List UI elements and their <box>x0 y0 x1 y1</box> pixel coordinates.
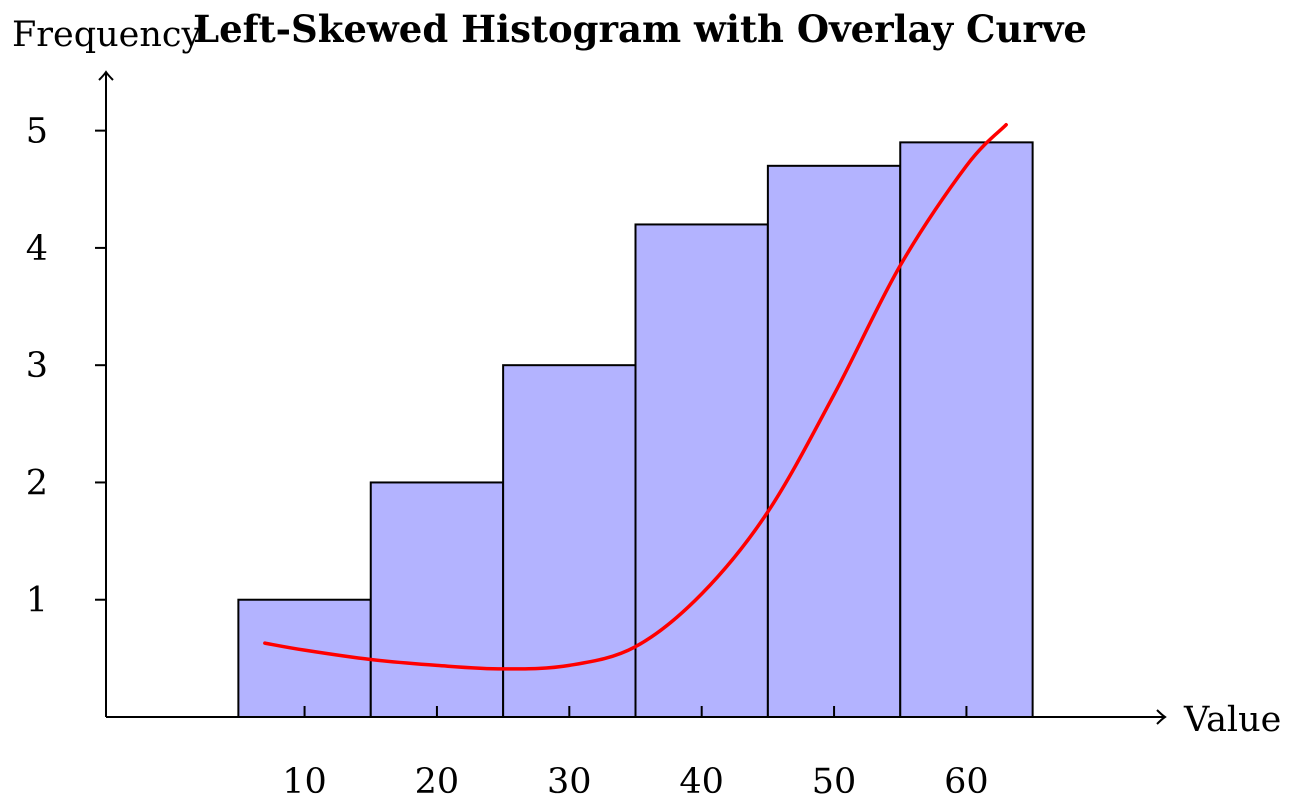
x-axis-label: Value <box>1183 700 1281 740</box>
chart-title: Left-Skewed Histogram with Overlay Curve <box>193 7 1087 51</box>
ticks-layer: 10 20 30 40 50 60 1 2 3 4 5 <box>26 112 989 802</box>
x-tick-label-50: 50 <box>812 762 857 802</box>
x-tick-label-40: 40 <box>679 762 724 802</box>
histogram-bar-5 <box>766 164 902 718</box>
y-tick-label-3: 3 <box>26 346 48 386</box>
y-tick-label-2: 2 <box>26 463 48 503</box>
x-tick-label-20: 20 <box>415 762 460 802</box>
x-tick-label-10: 10 <box>282 762 327 802</box>
x-axis-arrowhead <box>1156 709 1167 725</box>
bars-layer <box>237 141 1034 719</box>
y-tick-label-4: 4 <box>26 229 48 269</box>
histogram-bar-6 <box>899 141 1034 718</box>
y-tick-label-5: 5 <box>26 112 48 152</box>
x-tick-label-60: 60 <box>944 762 989 802</box>
y-axis-arrowhead <box>98 70 114 81</box>
overlay-curve <box>263 123 1008 671</box>
x-tick-label-30: 30 <box>547 762 592 802</box>
histogram-bar-2 <box>369 481 505 719</box>
histogram-bar-3 <box>502 364 637 718</box>
histogram-bar-4 <box>634 223 769 718</box>
y-tick-label-1: 1 <box>26 581 48 621</box>
y-axis-label: Frequency <box>12 15 202 55</box>
axes-layer <box>98 70 1167 725</box>
